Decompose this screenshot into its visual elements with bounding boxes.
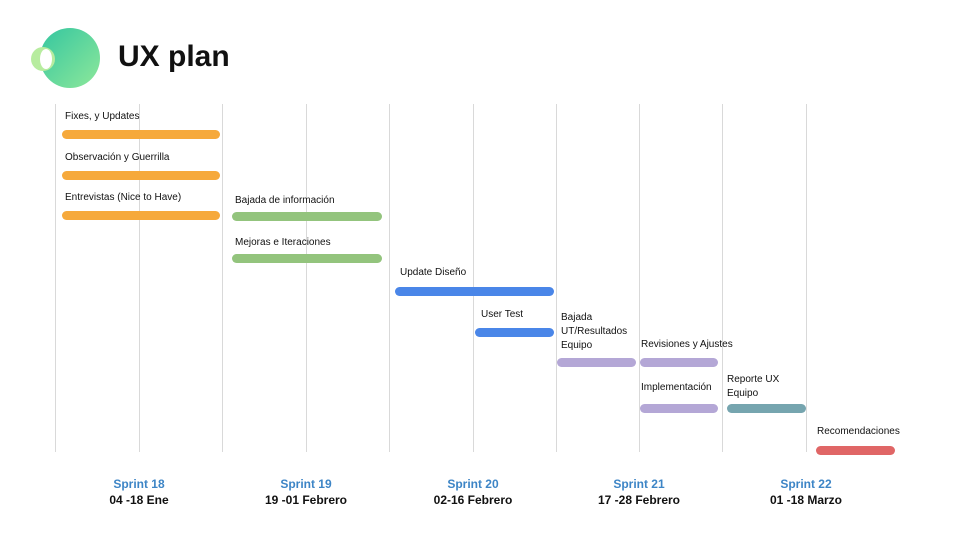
task-label-line: Observación y Guerrilla [65,152,170,163]
task-bar [727,404,806,413]
sprint-label: Sprint 20 02-16 Febrero [398,476,548,508]
task-label-line: Bajada [561,312,593,323]
task-label-line: Bajada de información [235,195,335,206]
sprint-name: Sprint 19 [280,477,332,491]
task-label: Bajada UT/Resultados Equipo [561,311,627,353]
sprint-name: Sprint 22 [780,477,832,491]
task-label: Observación y Guerrilla [65,151,169,165]
task-bar [640,358,718,367]
gridline [722,104,723,452]
task-label: Fixes, y Updates [65,110,139,124]
task-label: User Test [481,308,523,322]
task-bar [475,328,554,337]
task-bar [395,287,554,296]
sprint-dates: 17 -28 Febrero [597,493,681,507]
gridline [139,104,140,452]
gridline [639,104,640,452]
task-label-line: UT/Resultados [561,326,628,337]
task-label: Reporte UX Equipo [727,373,779,401]
task-bar [232,212,382,221]
task-label-line: Recomendaciones [817,426,900,437]
gridline [389,104,390,452]
task-label-line: Revisiones y Ajustes [641,339,733,350]
task-label: Implementación [641,381,712,395]
task-label: Mejoras e Iteraciones [235,236,331,250]
task-label: Bajada de información [235,194,335,208]
task-label-line: Entrevistas (Nice to Have) [65,192,182,203]
task-bar [640,404,718,413]
task-label: Entrevistas (Nice to Have) [65,191,181,205]
task-bar [232,254,382,263]
task-bar [557,358,636,367]
sprint-dates: 19 -01 Febrero [264,493,348,507]
sprint-name: Sprint 18 [113,477,165,491]
sprint-name: Sprint 21 [613,477,665,491]
sprint-dates: 02-16 Febrero [433,493,513,507]
task-label-line: Update Diseño [400,267,467,278]
task-bar [62,130,220,139]
gridline [556,104,557,452]
task-label-line: Mejoras e Iteraciones [235,237,331,248]
sprint-label: Sprint 22 01 -18 Marzo [731,476,881,508]
gridline [55,104,56,452]
logo [30,28,102,90]
sprint-label: Sprint 19 19 -01 Febrero [231,476,381,508]
sprint-label: Sprint 21 17 -28 Febrero [564,476,714,508]
task-label-line: Equipo [561,340,593,351]
task-label-line: Fixes, y Updates [65,111,140,122]
task-label-line: Reporte UX [727,374,780,385]
gridline [473,104,474,452]
task-label-line: User Test [481,309,524,320]
sprint-label: Sprint 18 04 -18 Ene [64,476,214,508]
logo-icon [31,28,100,88]
task-bar [62,171,220,180]
task-bar [62,211,220,220]
task-label: Update Diseño [400,266,466,280]
gridline [306,104,307,452]
sprint-dates: 04 -18 Ene [109,493,169,507]
task-label-line: Equipo [727,388,759,399]
task-label: Recomendaciones [817,425,900,439]
gridline [222,104,223,452]
sprint-dates: 01 -18 Marzo [769,493,843,507]
task-label: Revisiones y Ajustes [641,338,733,352]
task-label-line: Implementación [641,382,712,393]
page-title: UX plan [118,40,230,73]
task-bar [816,446,895,455]
sprint-name: Sprint 20 [447,477,499,491]
gridline [806,104,807,452]
